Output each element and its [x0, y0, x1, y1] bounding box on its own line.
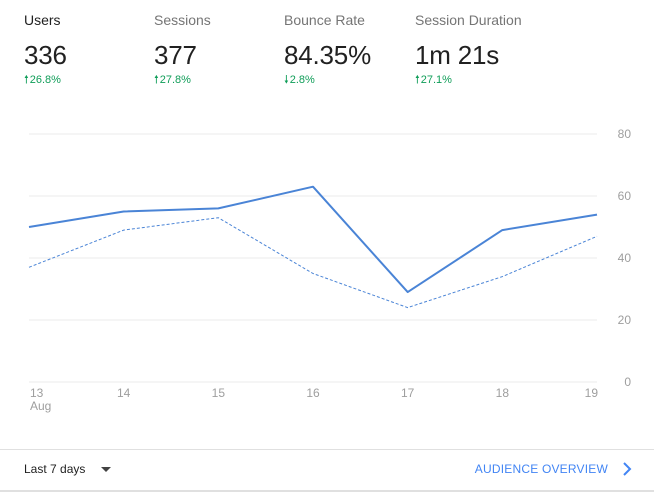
- metric-change-value: 26.8%: [29, 74, 61, 86]
- arrow-up-icon: 🠕: [415, 74, 420, 86]
- footer-divider: [0, 449, 654, 450]
- metric-change: 🠕26.8%: [24, 74, 67, 86]
- y-tick-label: 0: [624, 375, 631, 389]
- x-tick-sublabel: Aug: [30, 399, 51, 413]
- x-tick-label: 19: [585, 386, 599, 400]
- audience-overview-link[interactable]: AUDIENCE OVERVIEW: [475, 462, 632, 476]
- metric-change-value: 27.8%: [159, 74, 191, 86]
- x-tick-label: 13: [30, 386, 44, 400]
- metrics-row: Users 336 🠕26.8% Sessions 377 🠕27.8% Bou…: [0, 0, 654, 100]
- metric-change-value: 2.8%: [289, 74, 315, 86]
- y-tick-label: 20: [618, 313, 632, 327]
- line-chart: 0 20 40 60 80 13 14 15 16 17 18 19 Aug: [28, 127, 632, 413]
- metric-sessions[interactable]: Sessions 377 🠕27.8%: [154, 12, 211, 86]
- x-tick-label: 16: [306, 386, 320, 400]
- metric-label: Session Duration: [415, 12, 522, 28]
- metric-label: Sessions: [154, 12, 211, 28]
- metric-label: Users: [24, 12, 61, 28]
- footer-bottom-border: [0, 490, 654, 492]
- date-range-label: Last 7 days: [24, 462, 86, 476]
- caret-down-icon: [101, 467, 112, 472]
- metric-label: Bounce Rate: [284, 12, 365, 28]
- y-tick-label: 40: [618, 251, 632, 265]
- x-tick-label: 18: [496, 386, 510, 400]
- arrow-up-icon: 🠕: [154, 74, 159, 86]
- metric-bounce-rate[interactable]: Bounce Rate 84.35% 🠗2.8%: [284, 12, 371, 86]
- x-tick-label: 15: [212, 386, 226, 400]
- metric-change: 🠕27.8%: [154, 74, 211, 86]
- x-tick-label: 14: [117, 386, 131, 400]
- y-tick-label: 80: [618, 127, 632, 141]
- metric-change-value: 27.1%: [420, 74, 452, 86]
- metric-session-duration[interactable]: Session Duration 1m 21s 🠕27.1%: [415, 12, 522, 86]
- audience-overview-label: AUDIENCE OVERVIEW: [474, 462, 608, 476]
- comparison-series-line: [28, 217, 598, 309]
- metric-value: 377: [154, 40, 197, 70]
- metric-value: 1m 21s: [415, 40, 500, 70]
- metric-change: 🠕27.1%: [415, 74, 522, 86]
- x-tick-label: 17: [401, 386, 415, 400]
- current-series-line: [28, 185, 598, 294]
- arrow-down-icon: 🠗: [284, 74, 289, 86]
- date-range-dropdown[interactable]: Last 7 days: [24, 462, 112, 476]
- metric-users[interactable]: Users 336 🠕26.8%: [24, 12, 67, 86]
- metric-change: 🠗2.8%: [284, 74, 371, 86]
- chevron-right-icon: [623, 462, 632, 476]
- metric-value: 84.35%: [284, 40, 371, 70]
- arrow-up-icon: 🠕: [24, 74, 29, 86]
- metric-value: 336: [24, 40, 67, 70]
- y-tick-label: 60: [618, 189, 632, 203]
